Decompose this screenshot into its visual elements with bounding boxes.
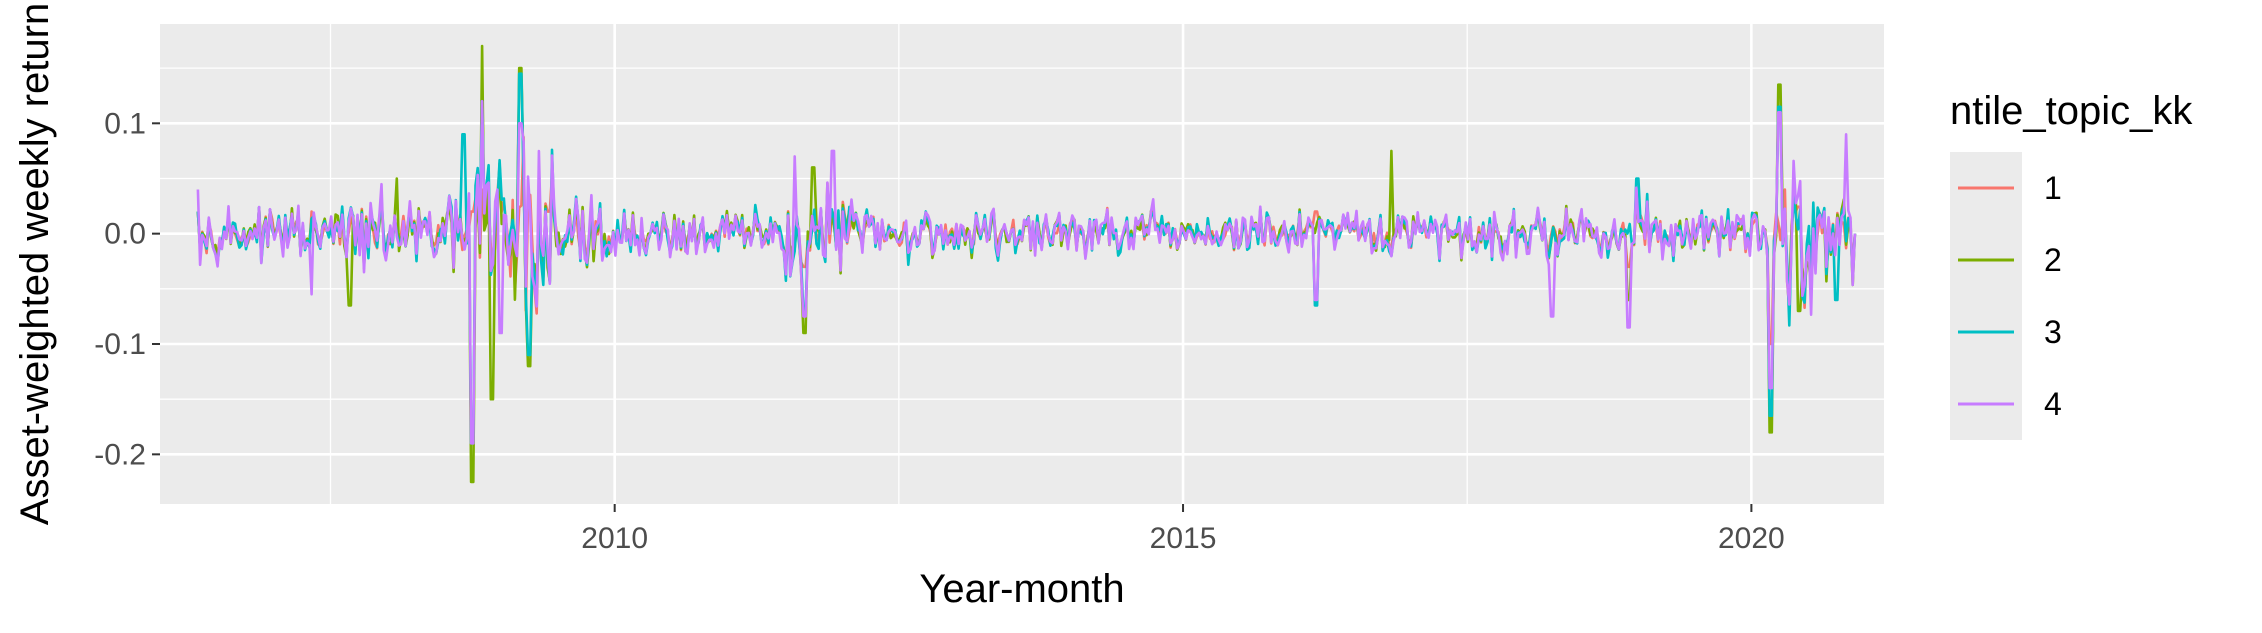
x-tick-label: 2010	[581, 522, 648, 555]
legend-title: ntile_topic_kk	[1950, 89, 2193, 133]
x-tick-label: 2020	[1718, 522, 1785, 555]
y-tick-label: -0.1	[94, 328, 146, 361]
y-tick-label: -0.2	[94, 438, 146, 471]
plot-panel	[160, 24, 1884, 504]
y-tick-label: 0.0	[104, 218, 146, 251]
y-axis-title: Asset-weighted weekly return	[13, 3, 57, 525]
y-tick-label: 0.1	[104, 107, 146, 140]
legend-label-4: 4	[2044, 386, 2062, 422]
series-lines	[196, 44, 1857, 484]
legend-label-3: 3	[2044, 314, 2062, 350]
series-line-4	[196, 99, 1857, 445]
y-axis: 0.1 0.0 -0.1 -0.2	[94, 107, 160, 471]
x-tick-label: 2015	[1150, 522, 1217, 555]
legend-label-1: 1	[2044, 170, 2062, 206]
legend-label-2: 2	[2044, 242, 2062, 278]
legend-key-background	[1950, 152, 2022, 440]
legend: ntile_topic_kk 1 2 3 4	[1950, 89, 2193, 440]
x-axis: 2010 2015 2020	[581, 504, 1785, 555]
grid	[160, 24, 1884, 504]
x-axis-title: Year-month	[919, 567, 1124, 611]
